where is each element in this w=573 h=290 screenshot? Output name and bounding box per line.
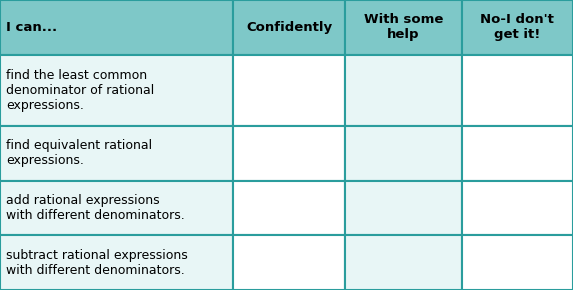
Text: find the least common
denominator of rational
expressions.: find the least common denominator of rat… (6, 69, 155, 112)
Text: subtract rational expressions
with different denominators.: subtract rational expressions with diffe… (6, 249, 188, 277)
Bar (0, 0, 233, 55)
Text: add rational expressions
with different denominators.: add rational expressions with different … (6, 194, 185, 222)
Bar (345, 0, 462, 55)
Bar (233, 0, 345, 55)
Bar (233, 235, 345, 290)
Bar (462, 0, 573, 55)
Text: I can...: I can... (6, 21, 57, 34)
Bar (345, 181, 462, 235)
Bar (233, 126, 345, 181)
Text: No-I don't
get it!: No-I don't get it! (480, 13, 554, 41)
Text: With some
help: With some help (363, 13, 443, 41)
Bar (0, 181, 233, 235)
Bar (462, 126, 573, 181)
Bar (345, 235, 462, 290)
Bar (345, 126, 462, 181)
Bar (0, 235, 233, 290)
Bar (345, 55, 462, 126)
Bar (233, 181, 345, 235)
Bar (462, 235, 573, 290)
Bar (462, 55, 573, 126)
Text: find equivalent rational
expressions.: find equivalent rational expressions. (6, 139, 152, 167)
Bar (0, 55, 233, 126)
Bar (233, 55, 345, 126)
Bar (0, 126, 233, 181)
Text: Confidently: Confidently (246, 21, 332, 34)
Bar (462, 181, 573, 235)
